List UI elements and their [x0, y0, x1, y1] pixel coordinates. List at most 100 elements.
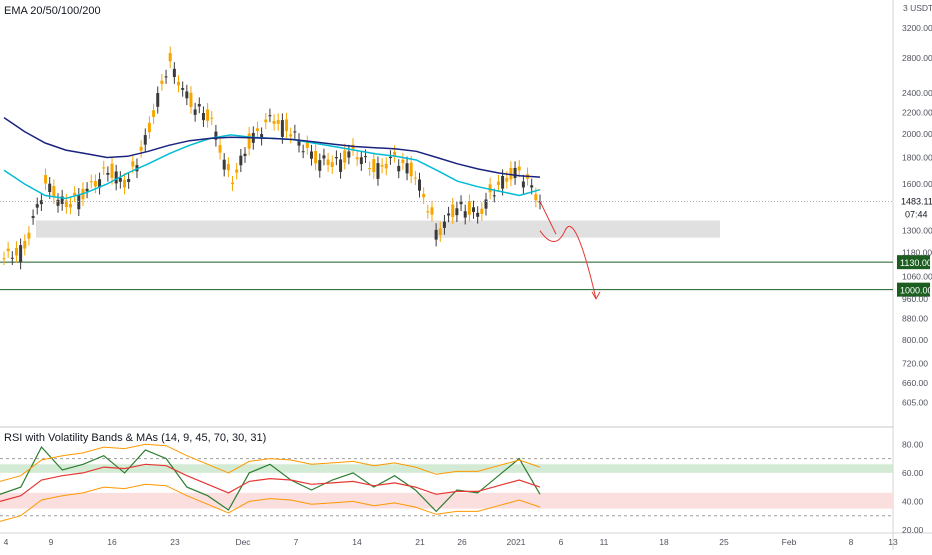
price-tick-label: 3200.00	[902, 23, 932, 33]
candle-body	[214, 131, 218, 140]
time-tick-label: 16	[107, 537, 117, 547]
price-tick-label: 1600.00	[902, 179, 932, 189]
candle-body	[380, 165, 384, 167]
candle-body	[114, 171, 118, 184]
candle-body	[177, 81, 181, 86]
candle-body	[222, 159, 226, 170]
candle-body	[164, 76, 168, 78]
time-tick-label: 23	[170, 537, 180, 547]
candle-body	[459, 201, 463, 205]
time-tick-label: 21	[415, 537, 425, 547]
candle-body	[156, 93, 160, 107]
candle-body	[492, 195, 496, 197]
projection-arrow-long	[539, 225, 597, 299]
candle-body	[127, 178, 131, 183]
candle-body	[447, 213, 451, 216]
candle-body	[243, 153, 247, 157]
candle-body	[442, 221, 446, 228]
candle-body	[189, 92, 193, 107]
time-tick-label: 11	[600, 537, 609, 547]
candle-body	[122, 179, 126, 188]
candle-body	[160, 80, 164, 84]
price-tick-label: 2800.00	[902, 53, 932, 63]
candle-body	[85, 188, 89, 192]
candle-body	[509, 167, 513, 180]
candle-body	[89, 181, 93, 183]
price-tick-label: 960.00	[902, 294, 928, 304]
resistance-zone	[36, 220, 720, 238]
candle-body	[513, 167, 517, 178]
price-tick-label: 800.00	[902, 335, 928, 345]
candle-body	[534, 194, 538, 201]
rsi-tick-label: 80.00	[902, 439, 924, 449]
main-panel-bg	[0, 0, 893, 427]
candle-body	[260, 134, 264, 139]
candle-body	[517, 166, 521, 171]
candle-body	[467, 201, 471, 215]
candle-body	[426, 211, 430, 213]
rsi-line	[0, 446, 541, 513]
candle-body	[289, 134, 293, 137]
candle-body	[326, 159, 330, 165]
candle-body	[197, 104, 201, 107]
candle-body	[110, 163, 114, 178]
candle-body	[73, 192, 77, 196]
time-tick-label: 14	[352, 537, 362, 547]
price-tick-label: 2000.00	[902, 129, 932, 139]
support-label: 1130.00	[900, 258, 932, 268]
price-tick-label: 1180.00	[902, 247, 932, 257]
candle-body	[93, 181, 97, 187]
candle-body	[98, 179, 102, 188]
candle-body	[368, 168, 372, 170]
time-tick-label: Feb	[782, 537, 797, 547]
candle-body	[530, 185, 534, 188]
price-tick-label: 1060.00	[902, 272, 932, 282]
support-label-bg	[897, 255, 930, 270]
candle-body	[347, 151, 351, 158]
candle-body	[434, 229, 438, 240]
candle-body	[334, 157, 338, 159]
candle-body	[505, 177, 509, 182]
candle-body	[318, 160, 322, 171]
candle-body	[301, 151, 305, 153]
candle-body	[393, 151, 397, 156]
rsi-overbought-zone	[0, 464, 893, 473]
candle-body	[168, 53, 172, 62]
candle-body	[409, 162, 413, 177]
candle-body	[276, 120, 280, 124]
candle-body	[206, 109, 210, 121]
candle-body	[405, 163, 409, 174]
candle-body	[314, 151, 318, 164]
candle-body	[231, 182, 235, 185]
candle-body	[14, 247, 18, 256]
candle-body	[185, 91, 189, 99]
support-label: 1000.00	[900, 286, 932, 296]
rsi-ma-line	[0, 463, 541, 502]
candle-body	[413, 177, 417, 179]
candle-body	[10, 257, 14, 259]
candle-body	[376, 163, 380, 179]
candle-body	[6, 248, 10, 252]
rsi-tick-label: 60.00	[902, 468, 924, 478]
candle-body	[322, 155, 326, 159]
candle-body	[118, 177, 122, 182]
time-tick-label: Dec	[235, 537, 251, 547]
rsi-lower-band	[0, 483, 541, 522]
candle-body	[438, 228, 442, 236]
candle-body	[218, 145, 222, 153]
candle-body	[2, 258, 6, 260]
candle-body	[268, 115, 272, 117]
candle-body	[484, 199, 488, 209]
candle-body	[106, 172, 110, 175]
ema-line	[3, 116, 541, 178]
candle-body	[272, 120, 276, 124]
candle-body	[27, 232, 31, 239]
candle-body	[355, 157, 359, 160]
candle-body	[280, 120, 284, 137]
time-tick-label: 4	[4, 537, 9, 547]
support-label-bg	[897, 282, 930, 297]
price-tick-label: 2400.00	[902, 88, 932, 98]
candle-body	[239, 155, 243, 166]
